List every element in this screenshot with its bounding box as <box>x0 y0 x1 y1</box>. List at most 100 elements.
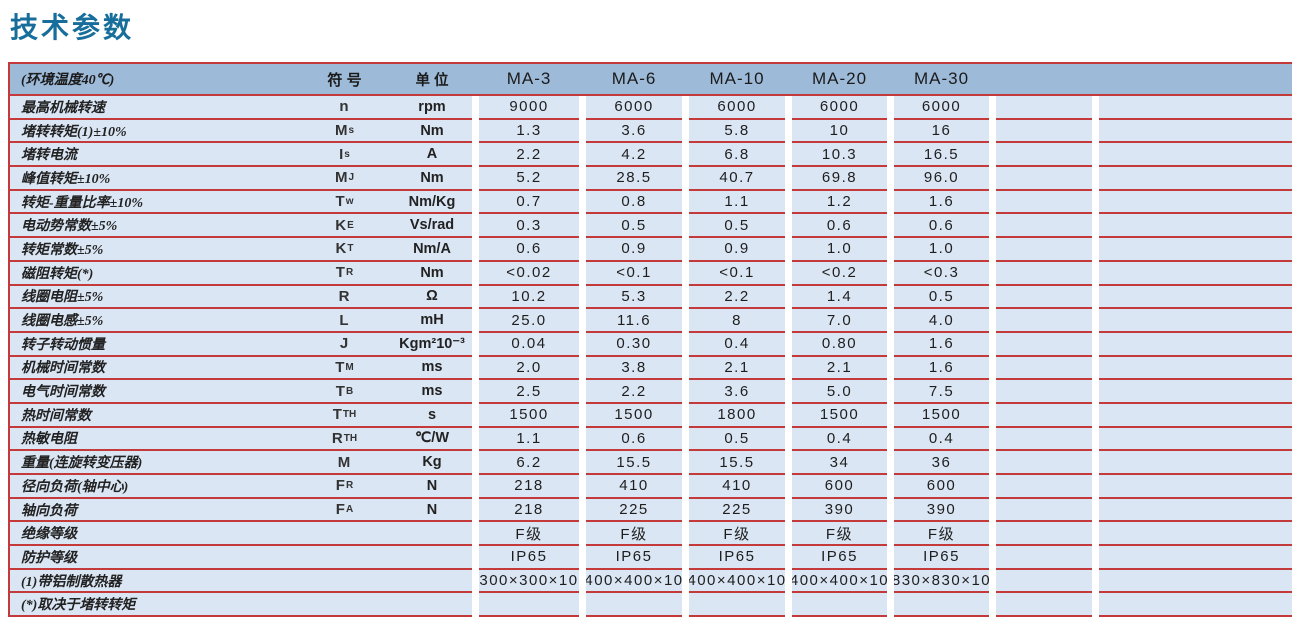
param-label: 堵转电流 <box>10 143 297 168</box>
value-ma10: 400×400×10 <box>689 569 785 594</box>
param-label: 峰值转矩±10% <box>10 167 297 191</box>
column-gutter <box>989 119 996 144</box>
param-unit <box>392 569 472 594</box>
column-gutter <box>887 475 894 499</box>
value-ma3: 2.5 <box>479 380 579 404</box>
value-empty-2 <box>1099 451 1292 475</box>
symbol-main: T <box>332 406 342 424</box>
column-gutter <box>989 332 996 357</box>
value-empty-1 <box>996 332 1092 357</box>
value-ma20: <0.2 <box>792 261 887 286</box>
value-empty-2 <box>1099 403 1292 428</box>
column-gutter <box>579 403 586 428</box>
value-ma6: 1500 <box>586 403 682 428</box>
column-gutter <box>682 261 689 286</box>
value-empty-1 <box>996 143 1092 168</box>
symbol-subscript: M <box>345 361 354 373</box>
column-gutter <box>887 593 894 617</box>
value-ma20: 1.2 <box>792 190 887 215</box>
value-ma30: 1.6 <box>894 332 989 357</box>
value-ma10: 3.6 <box>689 380 785 404</box>
value-ma30: 1.6 <box>894 356 989 381</box>
value-ma20: 390 <box>792 498 887 523</box>
value-ma10: IP65 <box>689 546 785 570</box>
value-ma20 <box>792 593 887 617</box>
column-gutter <box>579 569 586 594</box>
value-ma3: 2.2 <box>479 143 579 168</box>
value-empty-1 <box>996 522 1092 547</box>
value-empty-1 <box>996 380 1092 404</box>
value-ma6: 0.9 <box>586 238 682 262</box>
value-ma3: 0.04 <box>479 332 579 357</box>
param-label: 机械时间常数 <box>10 356 297 381</box>
column-gutter <box>472 403 479 428</box>
symbol-subscript: s <box>344 148 350 160</box>
value-ma30: 1500 <box>894 403 989 428</box>
value-ma10: 8 <box>689 309 785 333</box>
value-empty-2 <box>1099 332 1292 357</box>
symbol-main: T <box>335 264 345 282</box>
column-gutter <box>682 332 689 357</box>
param-unit: ℃/W <box>392 427 472 452</box>
value-ma6: F级 <box>586 522 682 547</box>
value-empty-2 <box>1099 238 1292 262</box>
value-ma3: <0.02 <box>479 261 579 286</box>
param-unit: Vs/rad <box>392 214 472 239</box>
column-gutter <box>579 380 586 404</box>
table-row: 线圈电阻±5% R Ω 10.2 5.3 2.2 1.4 0.5 <box>10 285 1292 310</box>
value-empty-1 <box>996 498 1092 523</box>
column-gutter <box>1092 498 1099 523</box>
value-empty-2 <box>1099 309 1292 333</box>
param-label: 转子转动惯量 <box>10 332 297 357</box>
value-ma10: 1800 <box>689 403 785 428</box>
param-label: 防护等级 <box>10 546 297 570</box>
column-gutter <box>785 380 792 404</box>
value-ma30: 4.0 <box>894 309 989 333</box>
param-unit: ms <box>392 380 472 404</box>
column-gutter <box>887 356 894 381</box>
value-empty-2 <box>1099 261 1292 286</box>
column-gutter <box>989 569 996 594</box>
column-gutter <box>472 261 479 286</box>
value-ma20: 0.4 <box>792 427 887 452</box>
column-gutter <box>1092 309 1099 333</box>
column-gutter <box>887 380 894 404</box>
param-unit: Kgm²10⁻³ <box>392 332 472 357</box>
value-ma3: 25.0 <box>479 309 579 333</box>
header-unit-col: 单 位 <box>415 72 449 89</box>
value-empty-1 <box>996 356 1092 381</box>
value-ma6: IP65 <box>586 546 682 570</box>
value-ma30: 7.5 <box>894 380 989 404</box>
table-row: 转子转动惯量 J Kgm²10⁻³ 0.04 0.30 0.4 0.80 1.6 <box>10 332 1292 357</box>
param-label: (1)带铝制散热器 <box>10 569 297 594</box>
value-ma6: 400×400×10 <box>586 569 682 594</box>
value-empty-2 <box>1099 569 1292 594</box>
column-gutter <box>989 522 996 547</box>
param-label: 电动势常数±5% <box>10 214 297 239</box>
column-gutter <box>682 285 689 310</box>
column-gutter <box>472 427 479 452</box>
column-gutter <box>1092 96 1099 120</box>
column-gutter <box>785 475 792 499</box>
column-gutter <box>579 427 586 452</box>
column-gutter <box>682 451 689 475</box>
param-unit: A <box>392 143 472 168</box>
column-gutter <box>785 498 792 523</box>
param-label: (*)取决于堵转转矩 <box>10 593 297 617</box>
column-gutter <box>785 214 792 239</box>
value-ma30: 830×830×10 <box>894 569 989 594</box>
column-gutter <box>472 238 479 262</box>
value-empty-2 <box>1099 143 1292 168</box>
column-gutter <box>579 143 586 168</box>
column-gutter <box>682 356 689 381</box>
value-ma3: 5.2 <box>479 167 579 191</box>
value-ma10: 0.9 <box>689 238 785 262</box>
value-ma20: F级 <box>792 522 887 547</box>
column-gutter <box>887 309 894 333</box>
symbol-subscript: B <box>345 385 354 397</box>
